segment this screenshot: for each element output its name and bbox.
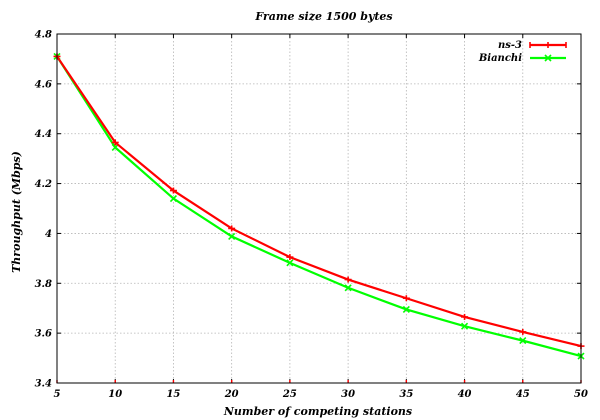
- series-bianchi: [53, 52, 585, 360]
- point-bianchi-marker-b: [286, 259, 294, 267]
- legend-label-ns3: ns-3: [498, 40, 522, 51]
- series-ns3: [53, 53, 585, 350]
- point-bianchi-marker-b: [402, 305, 410, 314]
- x-tick-label: 30: [341, 389, 355, 400]
- x-tick-label: 25: [282, 389, 297, 400]
- y-tick-label: 4.6: [35, 79, 52, 90]
- data-point-ns3: [519, 328, 527, 335]
- y-tick-label: 3.6: [35, 329, 52, 340]
- series-line-ns3: [56, 55, 582, 348]
- y-axis-label: Throughput (Mbps): [10, 151, 23, 273]
- y-tick-label: 3.4: [35, 379, 52, 390]
- point-bianchi-marker-b: [344, 284, 352, 292]
- x-tick-label: 50: [574, 389, 588, 400]
- x-tick-label: 5: [54, 389, 61, 400]
- series-group: [53, 52, 585, 383]
- data-point-ns3: [344, 276, 352, 283]
- data-point-ns3: [286, 254, 294, 261]
- data-point-bianchi: [169, 194, 178, 203]
- chart-title: Frame size 1500 bytes: [254, 10, 392, 23]
- legend-bianchi-marker-b: [544, 54, 552, 62]
- data-point-bianchi: [286, 259, 294, 267]
- y-tick-label: 4.4: [35, 129, 52, 140]
- legend-label-bianchi: Bianchi: [478, 53, 522, 64]
- point-bianchi-marker-b: [228, 232, 236, 240]
- x-tick-label: 20: [224, 389, 239, 400]
- data-point-ns3: [228, 225, 236, 232]
- data-point-bianchi: [344, 284, 352, 292]
- x-tick-label: 15: [166, 389, 180, 400]
- y-tick-label: 4: [45, 229, 52, 240]
- x-tick-label: 35: [399, 389, 413, 400]
- point-bianchi-marker-b: [460, 322, 469, 330]
- legend-sample-ns3: [529, 42, 567, 48]
- y-tick-label: 4.8: [35, 30, 52, 41]
- data-point-ns3: [111, 139, 119, 146]
- data-point-ns3: [169, 187, 177, 194]
- data-point-bianchi: [460, 322, 469, 330]
- data-point-ns3: [402, 295, 410, 302]
- x-tick-label: 10: [108, 389, 122, 400]
- x-axis-label: Number of competing stations: [223, 405, 412, 418]
- axis-ticks: 5 10 15 20 25 30 35 40 45 50 3.4 3.6 3.8 4 4.2 4.4 4.6 4.…: [35, 30, 588, 401]
- data-point-bianchi: [228, 232, 236, 240]
- y-tick-label: 4.2: [35, 179, 52, 190]
- point-bianchi-marker-b: [169, 194, 178, 203]
- x-tick-label: 45: [516, 389, 530, 400]
- data-point-ns3: [461, 313, 469, 320]
- data-point-bianchi: [519, 337, 527, 345]
- x-tick-label: 40: [458, 389, 472, 400]
- series-line-bianchi: [56, 55, 582, 358]
- point-bianchi-marker-b: [519, 337, 527, 345]
- legend-sample-bianchi: [530, 54, 566, 62]
- data-point-bianchi: [402, 305, 410, 314]
- plot-frame: [56, 33, 582, 384]
- legend: ns-3 Bianchi: [478, 40, 567, 64]
- y-tick-label: 3.8: [35, 279, 52, 290]
- grid: [57, 34, 581, 383]
